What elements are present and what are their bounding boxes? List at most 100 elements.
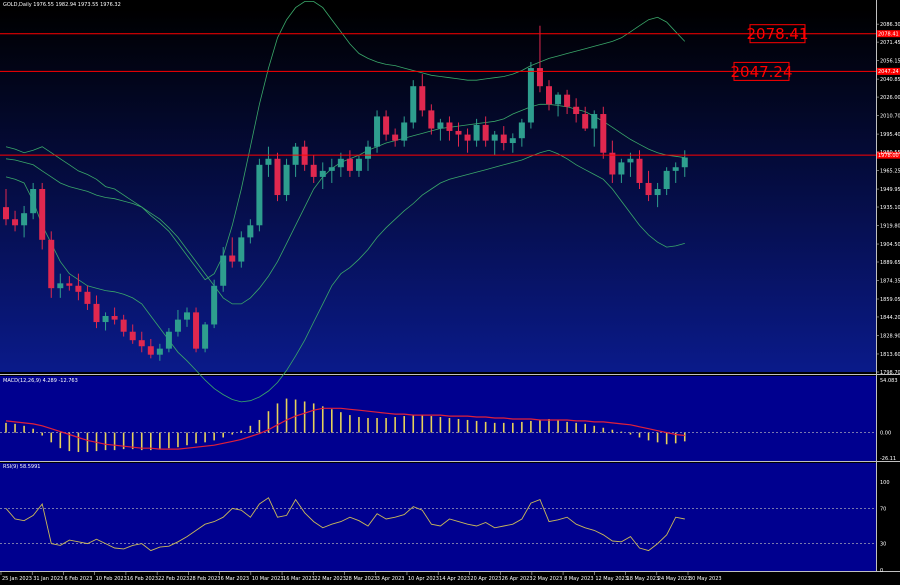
candle-body bbox=[211, 285, 218, 325]
y-tick-label: 1995.40 bbox=[880, 132, 900, 138]
candle bbox=[419, 74, 426, 117]
x-tick-label: 24 May 2023 bbox=[658, 576, 691, 582]
x-tick-label: 8 May 2023 bbox=[564, 576, 593, 582]
candle-body bbox=[265, 158, 272, 165]
candle bbox=[202, 322, 209, 353]
candle bbox=[473, 118, 480, 147]
candle bbox=[256, 158, 263, 232]
y-tick-label: 1828.90 bbox=[880, 333, 900, 339]
price-panel bbox=[0, 10, 876, 372]
candle-body bbox=[93, 303, 100, 323]
candle-body bbox=[84, 291, 91, 304]
candle-body bbox=[500, 134, 507, 144]
x-tick-label: 25 Jan 2023 bbox=[2, 576, 32, 582]
candle-body bbox=[627, 158, 634, 163]
candle-body bbox=[654, 189, 661, 196]
candle-body bbox=[292, 146, 299, 165]
candle-body bbox=[301, 146, 308, 165]
candle bbox=[546, 80, 552, 111]
candle-body bbox=[455, 130, 462, 135]
candle-body bbox=[165, 331, 172, 349]
y-tick-label: 1889.65 bbox=[880, 260, 900, 266]
candle bbox=[220, 247, 227, 292]
candle bbox=[211, 279, 218, 329]
y-tick-label: 1874.35 bbox=[880, 279, 900, 285]
candle bbox=[12, 210, 19, 232]
rsi-y-tick-label: 0 bbox=[880, 568, 883, 574]
macd-y-tick-label: -26.11 bbox=[880, 456, 896, 462]
candle bbox=[66, 276, 73, 291]
candle bbox=[428, 104, 435, 135]
candle bbox=[129, 324, 136, 344]
candle bbox=[328, 158, 335, 183]
x-tick-label: 26 Apr 2023 bbox=[502, 576, 533, 582]
candle bbox=[337, 152, 344, 177]
candle bbox=[564, 89, 571, 115]
candle bbox=[120, 314, 127, 337]
x-tick-label: 12 May 2023 bbox=[595, 576, 628, 582]
candle-body bbox=[365, 146, 371, 159]
macd-y-tick-label: 0.00 bbox=[880, 431, 891, 437]
candle-body bbox=[30, 189, 37, 214]
candle-body bbox=[39, 189, 46, 240]
y-tick-label: 1935.10 bbox=[880, 205, 900, 211]
candle-body bbox=[337, 158, 344, 168]
x-tick-label: 28 Feb 2023 bbox=[189, 576, 220, 582]
price-chart-title: GOLD,Daily 1976.55 1982.94 1973.55 1976.… bbox=[3, 2, 121, 8]
y-tick-label: 2026.00 bbox=[880, 95, 900, 101]
candle bbox=[238, 231, 245, 268]
candle-body bbox=[509, 138, 516, 144]
x-tick-label: 22 Feb 2023 bbox=[158, 576, 189, 582]
candle-body bbox=[546, 86, 552, 105]
candle bbox=[482, 116, 489, 147]
candle-body bbox=[645, 182, 652, 196]
candle bbox=[102, 312, 109, 331]
candle bbox=[193, 307, 200, 353]
candle bbox=[48, 231, 55, 298]
y-tick-label: 2010.70 bbox=[880, 114, 900, 120]
candle-body bbox=[446, 122, 453, 131]
candle bbox=[310, 155, 317, 183]
candle bbox=[645, 170, 652, 202]
candle-body bbox=[410, 86, 417, 123]
candle bbox=[464, 128, 471, 153]
y-tick-label: 1980.55 bbox=[880, 150, 900, 156]
candle-body bbox=[609, 152, 616, 175]
candle bbox=[509, 133, 516, 153]
candle-body bbox=[310, 164, 317, 177]
candle-body bbox=[437, 122, 444, 129]
candle bbox=[618, 158, 625, 183]
level-price-tag bbox=[877, 151, 900, 159]
macd-signal-line bbox=[5, 407, 685, 450]
candle-body bbox=[555, 94, 562, 105]
candle bbox=[84, 285, 91, 310]
x-tick-label: 30 May 2023 bbox=[689, 576, 722, 582]
candle-body bbox=[473, 124, 480, 141]
macd-y-tick-label: 54.083 bbox=[880, 378, 898, 384]
candle bbox=[672, 162, 679, 183]
candle-body bbox=[256, 164, 263, 226]
candle-body bbox=[247, 225, 254, 238]
candle-body bbox=[66, 283, 73, 286]
candle bbox=[274, 152, 281, 202]
candle-body bbox=[464, 134, 471, 141]
candle-body bbox=[374, 116, 381, 147]
candle-body bbox=[346, 158, 353, 171]
candle bbox=[229, 237, 236, 268]
candle-body bbox=[681, 157, 688, 168]
candle bbox=[174, 309, 181, 337]
candle bbox=[392, 128, 399, 147]
candle bbox=[301, 140, 308, 171]
candle bbox=[111, 307, 118, 325]
candle bbox=[383, 110, 390, 141]
candle bbox=[536, 25, 543, 93]
candle bbox=[527, 62, 534, 129]
candle-body bbox=[591, 114, 598, 129]
candle-body bbox=[102, 316, 109, 323]
candle-body bbox=[600, 114, 607, 153]
candle bbox=[283, 158, 290, 202]
candle-body bbox=[573, 106, 580, 115]
candle-body bbox=[636, 158, 643, 183]
candle-body bbox=[328, 167, 335, 171]
level-label-box bbox=[733, 61, 790, 81]
